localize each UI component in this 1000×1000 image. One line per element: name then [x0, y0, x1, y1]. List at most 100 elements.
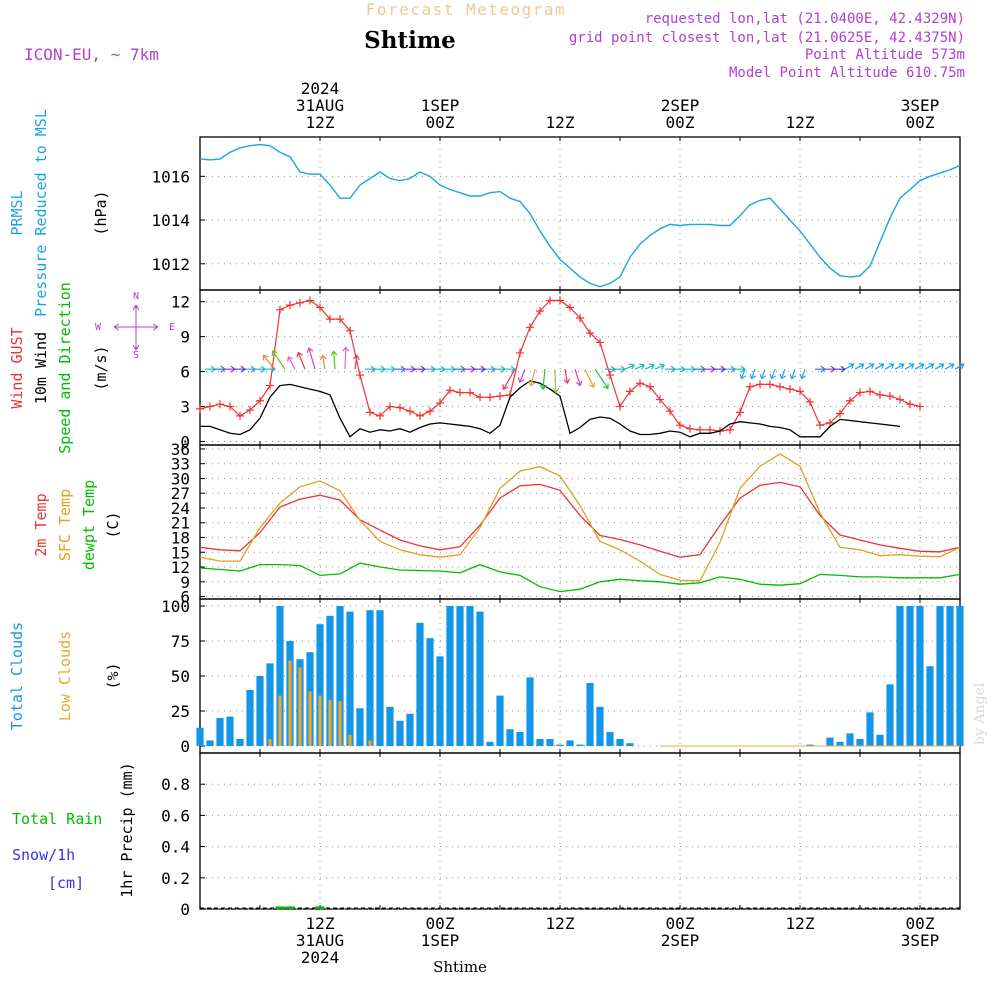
compass-s: S: [133, 350, 139, 361]
wind-direction-arrow: [894, 363, 905, 370]
gust-marker: [466, 388, 474, 397]
gust-marker: [586, 329, 594, 338]
gust-marker: [326, 315, 334, 324]
gust-marker: [676, 421, 684, 430]
time-label-bottom: 1SEP: [421, 931, 460, 950]
gust-marker: [276, 305, 284, 314]
gust-marker: [556, 296, 564, 305]
wind-direction-arrow: [799, 368, 807, 380]
total-cloud-bar: [236, 739, 244, 746]
wind-direction-arrow: [306, 347, 316, 370]
wind-direction-arrow: [563, 369, 571, 384]
gust-marker: [396, 403, 404, 412]
time-label-bottom: 31AUG: [296, 931, 344, 950]
compass-cross-icon: [113, 304, 159, 351]
gust-marker: [876, 390, 884, 399]
wind-direction-arrow: [425, 365, 436, 373]
time-label-top: 3SEP: [901, 96, 940, 115]
wind-direction-arrow: [654, 363, 666, 370]
total-cloud-bar: [316, 624, 324, 746]
gust-marker: [856, 388, 864, 397]
total-cloud-bar: [206, 740, 214, 746]
total-cloud-bar: [496, 695, 504, 746]
gust-marker: [816, 421, 824, 430]
gust-marker: [246, 406, 254, 415]
total-cloud-bar: [866, 712, 874, 746]
wind-speed-line: [200, 380, 901, 438]
compass-n: N: [133, 291, 139, 302]
y-tick-label: 0.6: [161, 806, 190, 825]
total-cloud-bar: [626, 743, 634, 746]
total-cloud-bar: [556, 744, 564, 746]
wind-direction-arrow: [485, 365, 496, 373]
gust-marker: [686, 424, 694, 433]
total-cloud-bar: [346, 611, 354, 746]
gust-marker: [766, 380, 774, 389]
gust-marker: [376, 411, 384, 420]
low-cloud-bar: [288, 660, 292, 746]
gust-marker: [606, 371, 614, 380]
wind-direction-arrow: [517, 368, 526, 384]
gust-marker: [366, 408, 374, 417]
gust-marker: [576, 313, 584, 322]
total-cloud-bar: [906, 606, 914, 746]
temp-unit-label: (C): [104, 511, 122, 538]
wind-direction-arrow: [904, 363, 915, 370]
total-cloud-bar: [886, 684, 894, 746]
gust-marker: [206, 402, 214, 411]
point-info-line: Point Altitude 573m: [805, 47, 965, 63]
total-cloud-bar: [486, 741, 494, 746]
wind-direction-arrow: [319, 354, 327, 370]
total-cloud-bar: [426, 638, 434, 746]
gust-marker: [346, 326, 354, 335]
y-tick-label: 0: [180, 737, 190, 756]
low-cloud-bar: [318, 695, 322, 746]
y-tick-label: 18: [171, 528, 190, 547]
time-label-top: 1SEP: [421, 96, 460, 115]
time-label-top: 00Z: [906, 113, 935, 132]
gust-marker: [806, 397, 814, 406]
wind-direction-arrow: [287, 356, 296, 370]
total-cloud-bar: [386, 706, 394, 746]
side-labels: PRMSL Pressure Reduced to MSL (hPa) Wind GU…: [8, 109, 175, 898]
sfc-temp-label: SFC Temp: [56, 489, 74, 561]
gust-marker: [416, 411, 424, 420]
total-cloud-bar: [336, 606, 344, 746]
low-cloud-bar: [268, 739, 272, 746]
point-info-line: Model Point Altitude 610.75m: [729, 65, 965, 81]
wind-direction-arrow: [665, 365, 676, 373]
total-cloud-bar: [366, 610, 374, 746]
time-label-top: 12Z: [786, 113, 815, 132]
y-tick-label: 24: [171, 499, 190, 518]
wind-direction-arrow: [539, 369, 547, 391]
total-cloud-bar: [396, 720, 404, 746]
total-cloud-bar: [226, 716, 234, 746]
header: Forecast Meteogram Shtime ICON-EU, ~ 7km re…: [24, 0, 988, 976]
gust-marker: [566, 303, 574, 312]
y-tick-label: 27: [171, 484, 190, 503]
gust-marker: [356, 371, 364, 380]
gust-marker: [756, 380, 764, 389]
wind-direction-arrow: [271, 350, 286, 370]
y-tick-label: 75: [171, 632, 190, 651]
total-cloud-bar: [836, 741, 844, 746]
wind-direction-arrow: [874, 363, 885, 370]
gust-marker: [596, 338, 604, 347]
total-cloud-bar: [466, 606, 474, 746]
gust-marker: [626, 387, 634, 396]
wind-direction-arrow: [502, 368, 516, 391]
gust-marker: [196, 404, 204, 413]
wind-direction-arrow: [552, 369, 560, 394]
time-label-bottom: 00Z: [666, 914, 695, 933]
total-cloud-bar: [446, 606, 454, 746]
gust-marker: [456, 388, 464, 397]
time-label-top: 00Z: [666, 113, 695, 132]
wind-direction-arrow: [725, 365, 736, 373]
wind-direction-arrow: [342, 346, 350, 370]
gust-marker: [446, 386, 454, 395]
snow-label: Snow/1h: [12, 846, 75, 864]
time-label-top: 2024: [301, 79, 340, 98]
time-label-bottom: 00Z: [906, 914, 935, 933]
rain-bar: [285, 906, 295, 909]
